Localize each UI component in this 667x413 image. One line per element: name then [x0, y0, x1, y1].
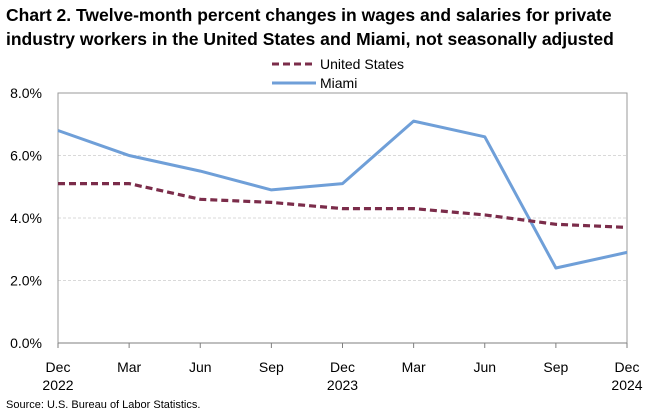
x-tick-label: Sep: [543, 359, 568, 375]
y-axis: 0.0% 2.0% 4.0% 6.0% 8.0%: [10, 85, 42, 351]
series-line-united-states: [58, 182, 628, 229]
x-tick-label: Jun: [473, 359, 496, 375]
series-lines: [57, 119, 628, 270]
legend: United States Miami: [272, 56, 404, 91]
x-year-label: 2023: [327, 377, 358, 393]
y-tick-label: 4.0%: [10, 210, 42, 226]
y-tick-label: 6.0%: [10, 148, 42, 164]
y-tick-label: 2.0%: [10, 273, 42, 289]
x-axis: Dec Mar Jun Sep Dec Mar Jun Sep Dec 2022 2023 2024: [42, 342, 643, 393]
legend-label-united-states: United States: [320, 56, 404, 72]
x-year-label: 2024: [611, 377, 642, 393]
x-tick-label: Dec: [46, 359, 71, 375]
x-tick-label: Dec: [615, 359, 640, 375]
x-tick-label: Dec: [330, 359, 355, 375]
legend-label-miami: Miami: [320, 75, 357, 91]
x-tick-label: Sep: [259, 359, 284, 375]
x-year-label: 2022: [42, 377, 73, 393]
source-note: Source: U.S. Bureau of Labor Statistics.: [6, 399, 201, 411]
series-line-miami: [57, 119, 628, 270]
grid-lines: [58, 155, 627, 281]
x-tick-label: Mar: [117, 359, 141, 375]
y-tick-label: 8.0%: [10, 85, 42, 101]
x-tick-label: Mar: [402, 359, 426, 375]
chart-title: Chart 2. Twelve-month percent changes in…: [6, 5, 614, 49]
y-tick-label: 0.0%: [10, 335, 42, 351]
x-tick-label: Jun: [189, 359, 212, 375]
